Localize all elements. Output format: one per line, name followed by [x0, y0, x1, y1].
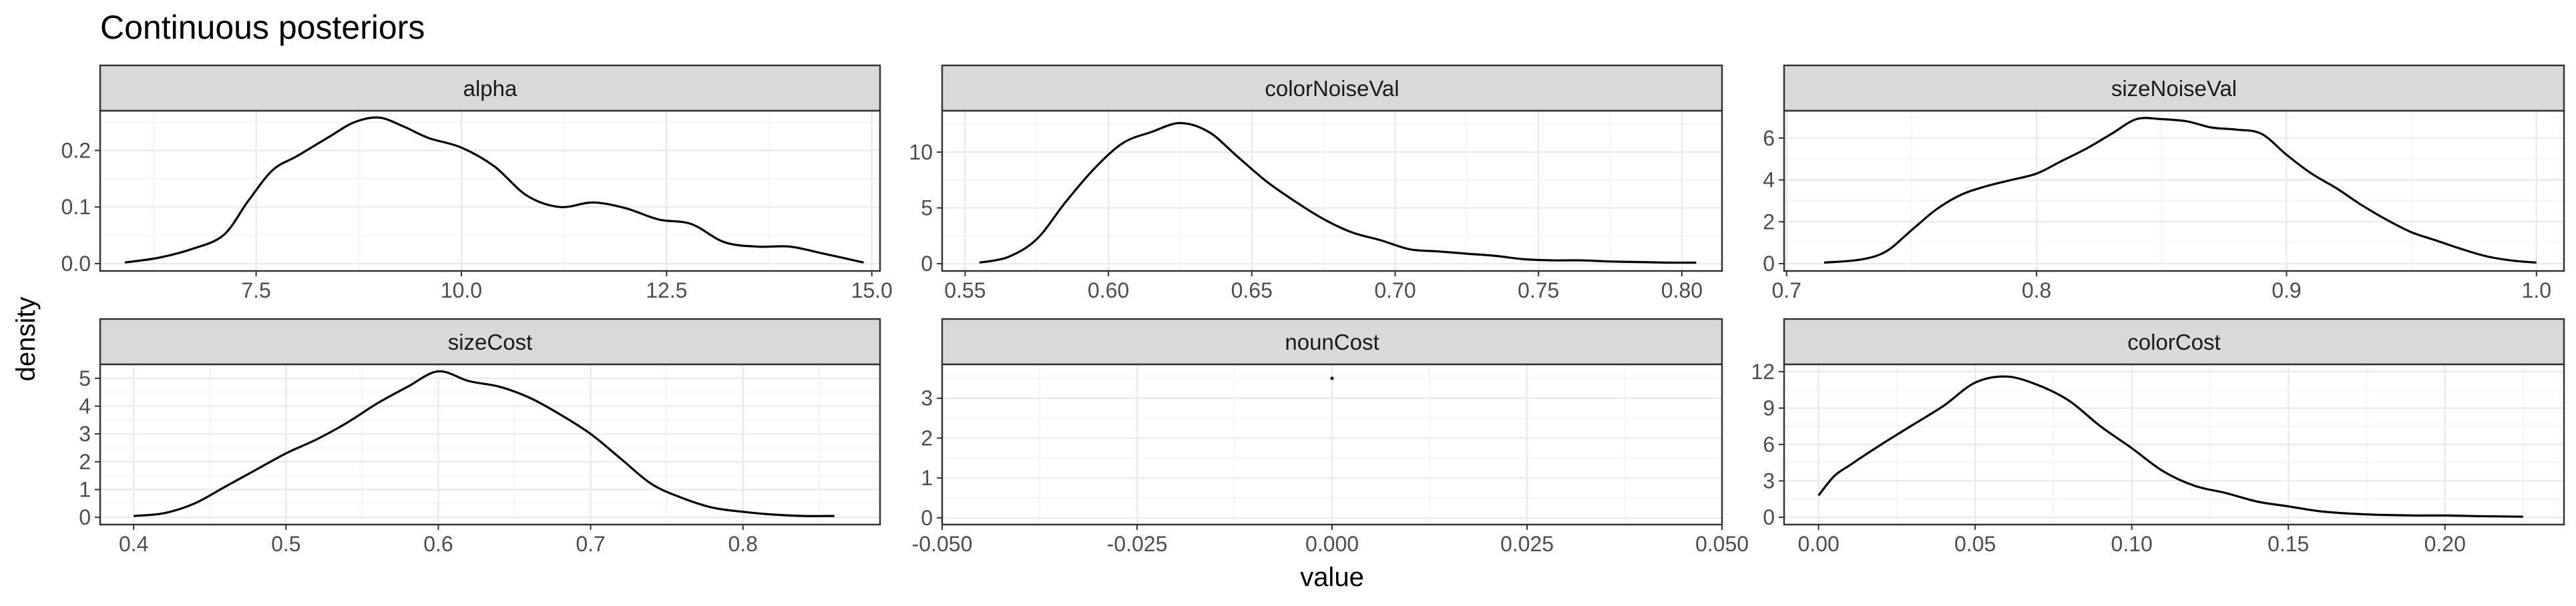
- x-axis-title: value: [1300, 563, 1364, 592]
- density-point-noun-cost: [1330, 376, 1334, 380]
- y-tick-label: 5: [921, 196, 933, 220]
- x-tick-label: 0.9: [2272, 278, 2301, 302]
- y-tick-label: 4: [1763, 168, 1775, 192]
- x-tick-label: 0.050: [1695, 532, 1749, 556]
- x-tick-label: 0.10: [2111, 532, 2153, 556]
- plot-area-alpha: [100, 111, 880, 271]
- x-tick-label: 7.5: [241, 278, 270, 302]
- panel-alpha: alpha 7.5 10.0 12.5 15.0 0.0 0.1 0.2: [61, 64, 893, 302]
- strip-label-alpha: alpha: [463, 76, 517, 101]
- x-tick-label: 12.5: [646, 278, 687, 302]
- density-line-color-noise-val: [979, 121, 1697, 264]
- chart-title: Continuous posteriors: [100, 9, 425, 46]
- y-tick-label: 0.2: [61, 138, 91, 162]
- panel-border-color-cost: [1783, 363, 2565, 526]
- y-axis-title: density: [11, 297, 41, 382]
- x-tick-label: -0.025: [1107, 532, 1168, 556]
- y-tick-label: 0: [921, 506, 933, 530]
- y-tick-label: 1: [921, 466, 933, 490]
- strip-color-cost: [1783, 318, 2565, 366]
- plot-area-size-noise-val: [1784, 111, 2564, 271]
- x-tick-label: 15.0: [851, 278, 893, 302]
- plot-area-color-noise-val: [942, 111, 1722, 271]
- panel-border-size-cost: [99, 363, 881, 526]
- y-tick-label: 12: [1751, 360, 1775, 384]
- x-tick-label: 0.4: [119, 532, 148, 556]
- strip-label-size-noise-val: sizeNoiseVal: [2111, 76, 2237, 101]
- y-tick-label: 0: [1763, 505, 1775, 529]
- panel-color-noise-val: colorNoiseVal 0.55 0.60 0.65 0.70 0.75 0.80 0 5 1…: [909, 64, 1723, 302]
- panel-size-noise-val: sizeNoiseVal 0.7 0.8 0.9 1.0 0 2 4 6: [1763, 64, 2565, 302]
- strip-label-noun-cost: nounCost: [1285, 330, 1379, 354]
- strip-label-size-cost: sizeCost: [448, 330, 533, 354]
- panel-size-cost: sizeCost 0.4 0.5 0.6 0.7 0.8 0 1 2 3 4 5: [79, 318, 881, 556]
- y-tick-label: 3: [921, 386, 933, 410]
- y-tick-label: 0: [79, 505, 91, 529]
- x-tick-label: 0.000: [1305, 532, 1359, 556]
- y-tick-label: 2: [1763, 210, 1775, 234]
- facet-panels: alpha 7.5 10.0 12.5 15.0 0.0 0.1 0.2 colorNoiseV…: [61, 64, 2565, 556]
- x-tick-label: 0.05: [1954, 532, 1996, 556]
- x-tick-label: 0.70: [1374, 278, 1416, 302]
- density-line-size-noise-val: [1823, 117, 2537, 264]
- panel-color-cost: colorCost 0.00 0.05 0.10 0.15 0.20 0 3 6 9 12: [1751, 318, 2565, 556]
- y-tick-label: 0.0: [61, 252, 91, 276]
- strip-size-noise-val: [1783, 64, 2565, 112]
- y-tick-label: 2: [921, 426, 933, 450]
- density-line-alpha: [124, 116, 864, 264]
- y-tick-label: 1: [79, 478, 91, 502]
- panel-border-size-noise-val: [1783, 109, 2565, 272]
- y-tick-label: 2: [79, 450, 91, 474]
- strip-alpha: [99, 64, 881, 112]
- y-tick-label: 10: [909, 140, 933, 164]
- strip-color-noise-val: [941, 64, 1723, 112]
- x-tick-label: 0.8: [2022, 278, 2051, 302]
- strip-label-color-cost: colorCost: [2127, 330, 2220, 354]
- y-tick-label: 0.1: [61, 195, 91, 219]
- x-tick-label: 0.60: [1088, 278, 1129, 302]
- y-tick-label: 6: [1763, 432, 1775, 457]
- x-tick-label: 0.025: [1500, 532, 1554, 556]
- density-line-size-cost: [134, 370, 835, 517]
- x-tick-label: 0.00: [1797, 532, 1839, 556]
- x-tick-label: 1.0: [2522, 278, 2551, 302]
- strip-label-color-noise-val: colorNoiseVal: [1265, 76, 1399, 101]
- panel-border-noun-cost: [941, 363, 1723, 526]
- panel-border-color-noise-val: [941, 109, 1723, 272]
- y-tick-label: 0: [921, 252, 933, 276]
- x-tick-label: 0.6: [423, 532, 453, 556]
- y-tick-label: 3: [79, 422, 91, 446]
- x-tick-label: 0.5: [271, 532, 300, 556]
- y-tick-label: 6: [1763, 126, 1775, 150]
- x-tick-label: -0.050: [912, 532, 973, 556]
- x-tick-label: 0.55: [944, 278, 986, 302]
- plot-area-size-cost: [100, 364, 880, 525]
- x-tick-label: 10.0: [441, 278, 482, 302]
- x-tick-label: 0.65: [1231, 278, 1273, 302]
- strip-noun-cost: [941, 318, 1723, 366]
- y-tick-label: 5: [79, 366, 91, 390]
- y-tick-label: 0: [1763, 252, 1775, 276]
- x-tick-label: 0.80: [1661, 278, 1703, 302]
- y-tick-label: 4: [79, 394, 91, 418]
- x-tick-label: 0.7: [1772, 278, 1801, 302]
- y-tick-label: 9: [1763, 396, 1775, 420]
- y-tick-label: 3: [1763, 469, 1775, 493]
- x-tick-label: 0.7: [576, 532, 605, 556]
- panel-noun-cost: nounCost -0.050 -0.025 0.000 0.025 0.050 0 1 2 3: [912, 318, 1749, 556]
- x-tick-label: 0.75: [1518, 278, 1559, 302]
- x-tick-label: 0.20: [2424, 532, 2466, 556]
- x-tick-label: 0.15: [2268, 532, 2309, 556]
- panel-border-alpha: [99, 109, 881, 272]
- density-line-color-cost: [1817, 375, 2524, 518]
- strip-size-cost: [99, 318, 881, 366]
- x-tick-label: 0.8: [728, 532, 757, 556]
